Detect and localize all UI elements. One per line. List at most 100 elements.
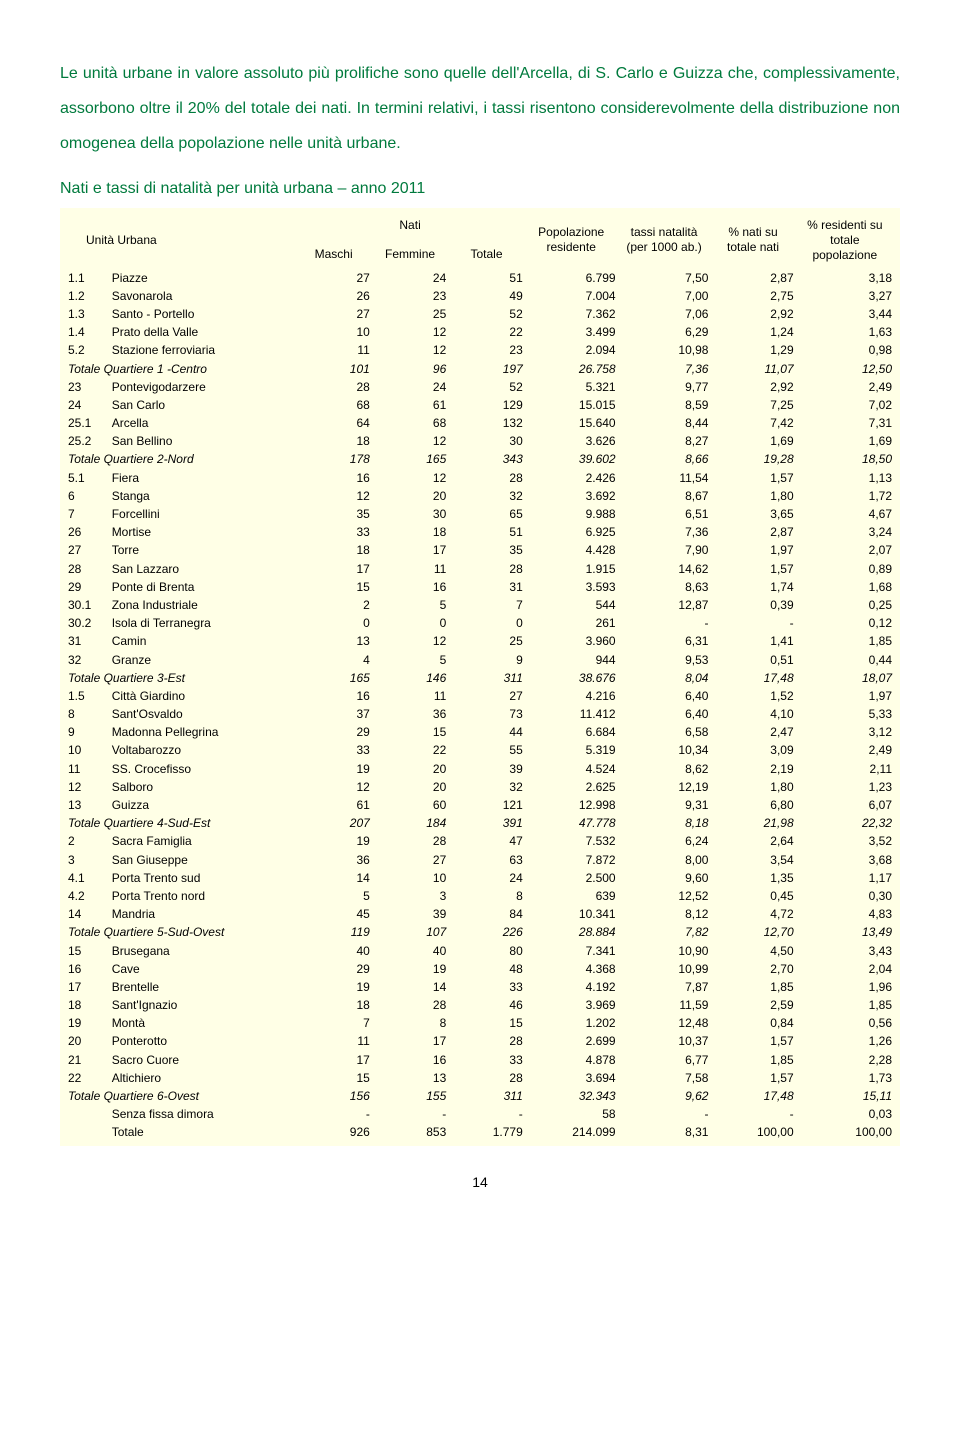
cell-name: Totale Quartiere 5-Sud-Ovest [66,923,295,941]
cell-f: 24 [372,269,448,287]
cell-f: 11 [372,560,448,578]
page-number: 14 [60,1174,900,1190]
cell-pn: 0,84 [710,1014,795,1032]
table-row: 25.2San Bellino1812303.6268,271,691,69 [66,432,894,450]
cell-code: 6 [66,487,110,505]
cell-rate: 9,62 [618,1087,711,1105]
cell-pop: 1.202 [525,1014,618,1032]
cell-pn: 2,75 [710,287,795,305]
cell-pr: 15,11 [796,1087,894,1105]
cell-pn: 6,80 [710,796,795,814]
cell-pop: 11.412 [525,705,618,723]
table-row: 4.1Porta Trento sud1410242.5009,601,351,… [66,869,894,887]
header-nati: Nati [295,212,524,241]
cell-rate: 8,27 [618,432,711,450]
table-row: 14Mandria45398410.3418,124,724,83 [66,905,894,923]
cell-name: Totale Quartiere 2-Nord [66,450,295,468]
table-row: 2Sacra Famiglia1928477.5326,242,643,52 [66,832,894,850]
cell-pr: 3,43 [796,942,894,960]
cell-rate: 7,36 [618,360,711,378]
cell-pop: 7.532 [525,832,618,850]
cell-pop: 7.362 [525,305,618,323]
header-femmine: Femmine [372,240,448,269]
cell-f: 25 [372,305,448,323]
cell-f: 155 [372,1087,448,1105]
cell-pop: 3.692 [525,487,618,505]
cell-pr: 3,27 [796,287,894,305]
cell-pr: 7,02 [796,396,894,414]
cell-pn: 3,54 [710,851,795,869]
cell-t: 33 [448,1051,524,1069]
cell-t: 1.779 [448,1123,524,1141]
cell-code: 25.2 [66,432,110,450]
cell-name: Senza fissa dimora [110,1105,296,1123]
cell-f: 11 [372,687,448,705]
cell-t: 32 [448,487,524,505]
cell-f: 12 [372,323,448,341]
cell-pr: 1,85 [796,996,894,1014]
cell-pn: 1,74 [710,578,795,596]
cell-pn: 1,85 [710,1051,795,1069]
cell-m: 12 [295,778,371,796]
cell-code: 5.2 [66,341,110,359]
cell-pop: 4.428 [525,541,618,559]
cell-f: 27 [372,851,448,869]
cell-pr: 3,12 [796,723,894,741]
cell-pop: 28.884 [525,923,618,941]
cell-pn: 1,80 [710,487,795,505]
cell-f: 12 [372,341,448,359]
cell-code: 16 [66,960,110,978]
cell-f: 40 [372,942,448,960]
cell-pn: 0,51 [710,651,795,669]
cell-name: Arcella [110,414,296,432]
cell-pn: 2,59 [710,996,795,1014]
table-row: 24San Carlo686112915.0158,597,257,02 [66,396,894,414]
table-row: 26Mortise3318516.9257,362,873,24 [66,523,894,541]
table-row: 1.4Prato della Valle1012223.4996,291,241… [66,323,894,341]
table-row: 8Sant'Osvaldo37367311.4126,404,105,33 [66,705,894,723]
cell-code: 24 [66,396,110,414]
table-row: Totale Quartiere 5-Sud-Ovest11910722628.… [66,923,894,941]
cell-code: 11 [66,760,110,778]
cell-name: San Bellino [110,432,296,450]
cell-code: 2 [66,832,110,850]
cell-f: 68 [372,414,448,432]
cell-pn: 1,35 [710,869,795,887]
cell-f: 146 [372,669,448,687]
cell-m: 27 [295,305,371,323]
cell-m: 178 [295,450,371,468]
cell-pr: 2,49 [796,741,894,759]
cell-pn: 3,65 [710,505,795,523]
cell-f: 107 [372,923,448,941]
cell-f: 60 [372,796,448,814]
table-row: 17Brentelle1914334.1927,871,851,96 [66,978,894,996]
cell-pop: 3.960 [525,632,618,650]
cell-rate: 7,00 [618,287,711,305]
data-table-container: Unità Urbana Nati Popolazione residente … [60,208,900,1146]
cell-pr: 2,49 [796,378,894,396]
cell-code [66,1105,110,1123]
cell-name: Totale Quartiere 6-Ovest [66,1087,295,1105]
cell-pop: 7.872 [525,851,618,869]
cell-pr: 3,18 [796,269,894,287]
cell-rate: - [618,1105,711,1123]
table-row: 6Stanga1220323.6928,671,801,72 [66,487,894,505]
cell-name: Ponte di Brenta [110,578,296,596]
cell-pn: 100,00 [710,1123,795,1141]
cell-f: 22 [372,741,448,759]
cell-m: 33 [295,523,371,541]
cell-name: Totale [110,1123,296,1141]
cell-rate: 10,90 [618,942,711,960]
table-row: Totale Quartiere 1 -Centro1019619726.758… [66,360,894,378]
cell-m: 207 [295,814,371,832]
cell-code: 27 [66,541,110,559]
cell-t: 197 [448,360,524,378]
cell-f: 10 [372,869,448,887]
cell-pn: 1,97 [710,541,795,559]
cell-f: - [372,1105,448,1123]
cell-f: 3 [372,887,448,905]
cell-t: 52 [448,305,524,323]
cell-pn: 0,39 [710,596,795,614]
cell-code: 30.1 [66,596,110,614]
cell-pr: 13,49 [796,923,894,941]
